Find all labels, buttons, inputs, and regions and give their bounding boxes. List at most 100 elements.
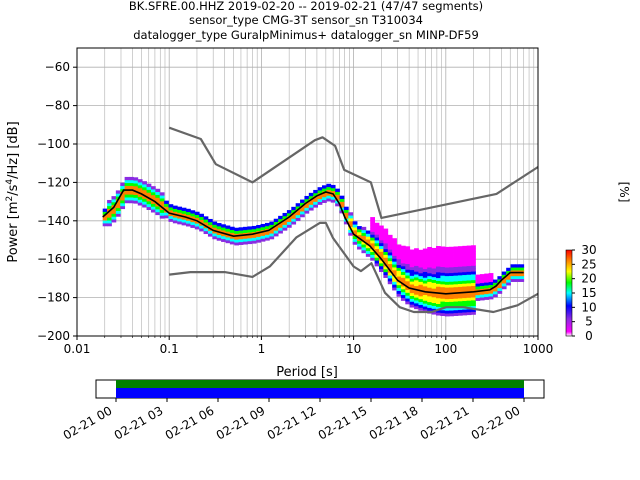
psd-cell xyxy=(304,204,310,208)
psd-cell xyxy=(519,270,525,274)
psd-cell xyxy=(212,224,218,228)
psd-cell xyxy=(453,301,459,305)
psd-cell xyxy=(457,292,463,296)
psd-cell xyxy=(449,269,454,274)
psd-cell xyxy=(221,238,226,242)
psd-cell xyxy=(457,274,463,279)
psd-cell xyxy=(295,217,301,221)
psd-cell xyxy=(387,249,393,253)
psd-cell xyxy=(168,207,174,211)
psd-cell xyxy=(304,195,310,200)
psd-cell xyxy=(129,185,134,189)
psd-cell xyxy=(392,255,397,259)
psd-cell xyxy=(431,302,437,306)
psd-cell xyxy=(418,293,424,297)
psd-cell xyxy=(444,258,450,262)
psd-cell xyxy=(519,272,525,277)
psd-cell xyxy=(453,312,459,316)
psd-cell xyxy=(352,221,358,225)
psd-cell xyxy=(466,277,472,281)
psd-cell xyxy=(107,199,112,204)
psd-cell xyxy=(414,302,419,307)
psd-cell xyxy=(479,297,485,301)
psd-cell xyxy=(449,295,454,300)
psd-cell xyxy=(146,200,152,205)
psd-cell xyxy=(453,275,459,279)
psd-cell xyxy=(457,280,463,285)
psd-cell xyxy=(422,285,428,290)
psd-cell xyxy=(339,198,345,202)
psd-cell xyxy=(203,216,209,220)
psd-cell xyxy=(436,246,441,250)
psd-cell xyxy=(330,184,336,189)
x-tick-layer: 0.01 0.1 1 10 100 1000 xyxy=(64,336,553,356)
psd-cell xyxy=(440,301,446,305)
psd-cell xyxy=(440,255,446,259)
psd-cell xyxy=(260,238,266,242)
psd-cell xyxy=(436,306,441,310)
psd-cell xyxy=(378,237,384,241)
psd-cell xyxy=(462,283,468,287)
psd-cell xyxy=(212,233,218,237)
psd-cell xyxy=(422,303,428,307)
psd-cell xyxy=(471,285,476,289)
psd-cell xyxy=(471,251,476,255)
psd-cell xyxy=(449,313,454,317)
psd-cell xyxy=(374,234,380,238)
psd-cell xyxy=(466,297,472,301)
psd-cell xyxy=(357,231,362,236)
psd-cell xyxy=(146,183,152,187)
psd-cell xyxy=(418,290,424,294)
psd-cell xyxy=(466,254,472,258)
psd-cell xyxy=(370,234,376,238)
psd-cell xyxy=(155,211,161,216)
psd-cell xyxy=(383,248,389,253)
psd-cell xyxy=(409,292,415,297)
psd-cell xyxy=(453,246,459,250)
psd-cell xyxy=(387,243,393,247)
psd-cell xyxy=(124,185,130,189)
psd-cell xyxy=(120,197,126,201)
colorbar-tick-label: 10 xyxy=(581,300,596,314)
psd-cell xyxy=(449,292,454,297)
psd-cell xyxy=(107,220,112,224)
psd-cell xyxy=(150,194,156,199)
psd-cell xyxy=(457,298,463,302)
psd-cell xyxy=(361,232,367,236)
psd-cell xyxy=(278,230,283,234)
psd-cell xyxy=(457,246,463,250)
psd-cell xyxy=(107,202,112,207)
psd-cell xyxy=(457,286,463,290)
psd-cell xyxy=(466,271,472,275)
psd-cell xyxy=(431,268,437,272)
psd-cell xyxy=(142,192,147,196)
colorbar-tick-label: 15 xyxy=(581,286,596,300)
psd-cell xyxy=(427,255,433,259)
psd-cell xyxy=(111,201,117,206)
psd-cell xyxy=(405,292,411,296)
psd-cell xyxy=(414,282,419,287)
psd-cell xyxy=(405,263,411,267)
psd-cell xyxy=(462,303,468,307)
psd-cell xyxy=(422,257,428,261)
psd-cell xyxy=(457,257,463,261)
psd-cell xyxy=(405,286,411,290)
psd-cell xyxy=(431,311,437,315)
psd-cell xyxy=(150,203,156,207)
psd-cell xyxy=(466,291,472,295)
psd-cell xyxy=(107,217,112,221)
psd-cell xyxy=(457,300,463,305)
psd-cell xyxy=(453,260,459,265)
psd-cell xyxy=(400,271,406,275)
psd-cell xyxy=(378,268,384,273)
psd-cell xyxy=(133,194,139,198)
psd-cell xyxy=(506,282,511,286)
psd-cell xyxy=(146,195,152,199)
psd-cell xyxy=(150,197,156,201)
psd-cell xyxy=(383,228,389,232)
psd-cell xyxy=(335,188,340,192)
psd-cell xyxy=(414,256,419,261)
psd-cell xyxy=(488,281,494,285)
psd-cell xyxy=(234,236,240,240)
